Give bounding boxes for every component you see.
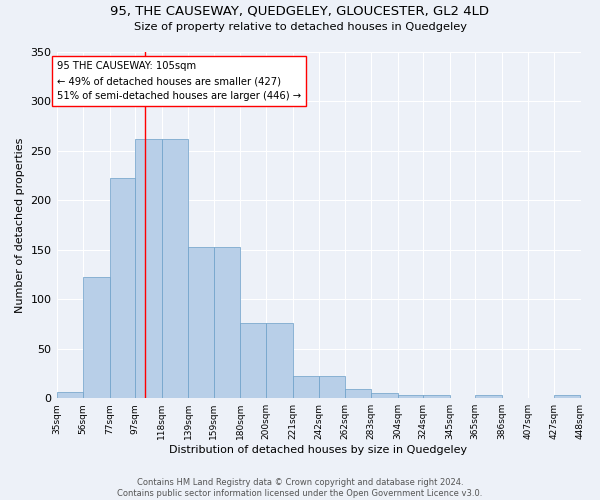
- Bar: [293, 376, 319, 398]
- Bar: [398, 395, 423, 398]
- Text: 95, THE CAUSEWAY, QUEDGELEY, GLOUCESTER, GL2 4LD: 95, THE CAUSEWAY, QUEDGELEY, GLOUCESTER,…: [110, 5, 490, 18]
- Bar: [344, 390, 371, 398]
- Bar: [266, 323, 293, 398]
- Text: Size of property relative to detached houses in Quedgeley: Size of property relative to detached ho…: [133, 22, 467, 32]
- Bar: [241, 323, 266, 398]
- Bar: [423, 395, 450, 398]
- Bar: [110, 178, 135, 398]
- Text: Contains HM Land Registry data © Crown copyright and database right 2024.
Contai: Contains HM Land Registry data © Crown c…: [118, 478, 482, 498]
- Bar: [135, 138, 162, 398]
- Bar: [319, 376, 344, 398]
- Bar: [56, 392, 83, 398]
- Bar: [188, 246, 214, 398]
- Bar: [475, 395, 502, 398]
- Y-axis label: Number of detached properties: Number of detached properties: [15, 137, 25, 312]
- X-axis label: Distribution of detached houses by size in Quedgeley: Distribution of detached houses by size …: [169, 445, 467, 455]
- Text: 95 THE CAUSEWAY: 105sqm
← 49% of detached houses are smaller (427)
51% of semi-d: 95 THE CAUSEWAY: 105sqm ← 49% of detache…: [56, 62, 301, 101]
- Bar: [214, 246, 241, 398]
- Bar: [371, 394, 398, 398]
- Bar: [83, 278, 110, 398]
- Bar: [554, 395, 580, 398]
- Bar: [162, 138, 188, 398]
